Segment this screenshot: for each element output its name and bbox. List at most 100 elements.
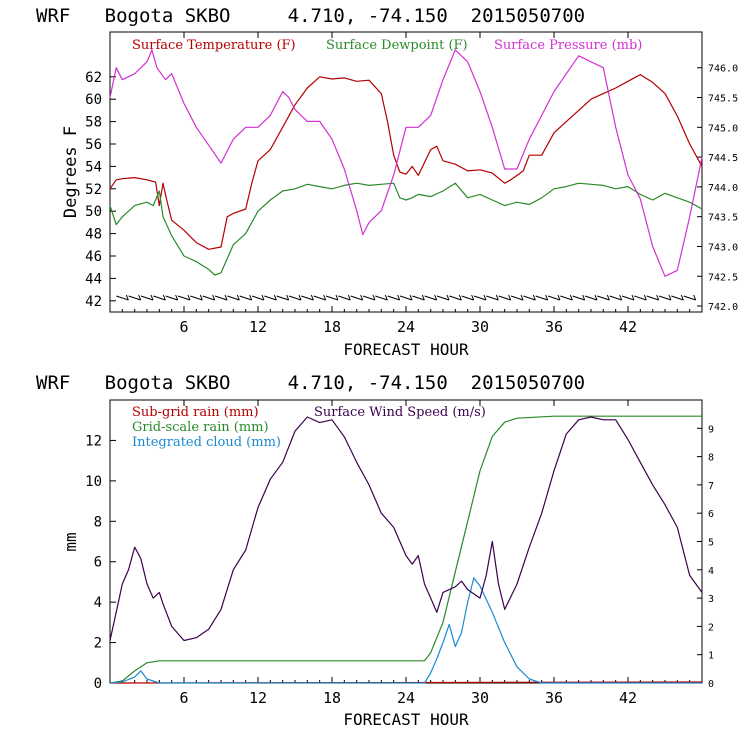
chart1-axes: 6 12 18 24 30 36 42 42 44 46 48 50 52 54 56 58 60 62 742.0… bbox=[85, 32, 738, 336]
wind-barb bbox=[609, 295, 622, 301]
wind-barb-flag bbox=[236, 294, 240, 301]
chart1-ylabel: Degrees F bbox=[61, 126, 81, 218]
wind-barb bbox=[251, 295, 265, 301]
chart1-legend-pressure: Surface Pressure (mb) bbox=[494, 38, 642, 53]
x-tick-label: 42 bbox=[619, 318, 637, 336]
wind-barb bbox=[301, 295, 314, 301]
y2-tick-label: 742.5 bbox=[708, 272, 738, 283]
wind-barb-flag bbox=[643, 294, 647, 301]
wind-barb bbox=[449, 295, 462, 301]
y-tick-label: 6 bbox=[94, 555, 102, 571]
y-tick-label: 50 bbox=[85, 204, 102, 220]
wind-barb-flag bbox=[520, 294, 524, 301]
y-tick-label: 44 bbox=[85, 271, 102, 287]
x-tick-label: 6 bbox=[179, 689, 188, 707]
y2-tick-label: 4 bbox=[708, 566, 714, 577]
chart1-wind-barbs bbox=[116, 294, 697, 301]
x-tick-label: 18 bbox=[323, 689, 341, 707]
wind-barb-flag bbox=[545, 294, 549, 301]
wind-barb-flag bbox=[594, 294, 598, 301]
wind-barb bbox=[412, 295, 425, 301]
x-tick-label: 24 bbox=[397, 689, 415, 707]
x-tick-label: 18 bbox=[323, 318, 341, 336]
wind-barb-flag bbox=[162, 294, 166, 301]
y2-tick-label: 746.0 bbox=[708, 64, 738, 75]
x-tick-label: 36 bbox=[545, 689, 563, 707]
y2-tick-label: 8 bbox=[708, 453, 714, 464]
wind-barb-flag bbox=[323, 294, 327, 301]
y-tick-label: 58 bbox=[85, 115, 102, 131]
wind-barb bbox=[227, 295, 240, 301]
wind-barb bbox=[560, 295, 573, 301]
y2-tick-label: 0 bbox=[708, 679, 714, 690]
wind-barb bbox=[523, 295, 536, 301]
wind-barb-flag bbox=[175, 294, 179, 301]
wind-barb bbox=[165, 295, 178, 301]
y2-tick-label: 2 bbox=[708, 622, 714, 633]
wind-barb bbox=[350, 295, 363, 301]
wind-barb-flag bbox=[187, 294, 191, 301]
wind-barb bbox=[646, 295, 659, 301]
chart1-frame bbox=[109, 31, 703, 313]
wind-barb-flag bbox=[360, 294, 364, 301]
wind-barb-flag bbox=[261, 294, 265, 301]
wind-barb bbox=[153, 295, 166, 301]
chart2-legend-subgrid: Sub-grid rain (mm) bbox=[132, 405, 259, 420]
chart2-series bbox=[109, 415, 703, 684]
wind-barb bbox=[362, 295, 376, 301]
wind-barb bbox=[140, 295, 154, 301]
wind-barb bbox=[683, 295, 696, 301]
wind-barb bbox=[486, 295, 499, 301]
wind-barb-flag bbox=[434, 294, 438, 301]
wind-barb bbox=[214, 295, 228, 301]
y-tick-label: 54 bbox=[85, 159, 102, 175]
wind-barb-flag bbox=[138, 294, 142, 301]
wind-barb-flag bbox=[582, 294, 586, 301]
x-tick-label: 36 bbox=[545, 318, 563, 336]
wind-barb-flag bbox=[335, 294, 339, 301]
y-tick-label: 42 bbox=[85, 294, 102, 310]
wind-barb bbox=[387, 295, 400, 301]
wind-barb bbox=[572, 295, 585, 301]
wind-barb-flag bbox=[508, 294, 512, 301]
wind-barb-flag bbox=[458, 294, 462, 301]
wind-barb-flag bbox=[298, 294, 302, 301]
wind-barb bbox=[473, 295, 487, 301]
wind-barb bbox=[547, 295, 561, 301]
wind-barb-flag bbox=[495, 294, 499, 301]
y2-tick-label: 743.5 bbox=[708, 213, 738, 224]
x-tick-label: 6 bbox=[179, 318, 188, 336]
x-tick-label: 12 bbox=[249, 689, 267, 707]
series-line-integrated-cloud-mm bbox=[109, 577, 702, 684]
y2-tick-label: 745.5 bbox=[708, 94, 738, 105]
wind-barb bbox=[264, 295, 277, 301]
wind-barb bbox=[276, 295, 289, 301]
wind-barb-flag bbox=[150, 294, 154, 301]
wind-barb bbox=[535, 295, 548, 301]
wind-barb-flag bbox=[569, 294, 573, 301]
chart2-xlabel: FORECAST HOUR bbox=[343, 710, 469, 729]
wind-barb-flag bbox=[212, 294, 216, 301]
wind-barb-flag bbox=[409, 294, 413, 301]
wind-barb bbox=[597, 295, 610, 301]
wind-barb bbox=[658, 295, 672, 301]
y2-tick-label: 3 bbox=[708, 594, 714, 605]
x-tick-label: 12 bbox=[249, 318, 267, 336]
y-tick-label: 60 bbox=[85, 92, 102, 108]
wind-barb bbox=[325, 295, 339, 301]
wind-barb-flag bbox=[224, 294, 228, 301]
wind-barb-flag bbox=[656, 294, 660, 301]
y-tick-label: 56 bbox=[85, 137, 102, 153]
chart2-legend-wind: Surface Wind Speed (m/s) bbox=[314, 405, 486, 420]
wind-barb-flag bbox=[273, 294, 277, 301]
x-tick-label: 30 bbox=[471, 689, 489, 707]
wind-barb bbox=[498, 295, 511, 301]
wind-barb bbox=[510, 295, 524, 301]
y2-tick-label: 1 bbox=[708, 651, 714, 662]
series-line-surface-dewpoint-f bbox=[109, 182, 703, 276]
wind-barb bbox=[634, 295, 647, 301]
wind-barb bbox=[424, 295, 437, 301]
wind-barb-flag bbox=[631, 294, 635, 301]
wind-barb-flag bbox=[310, 294, 314, 301]
